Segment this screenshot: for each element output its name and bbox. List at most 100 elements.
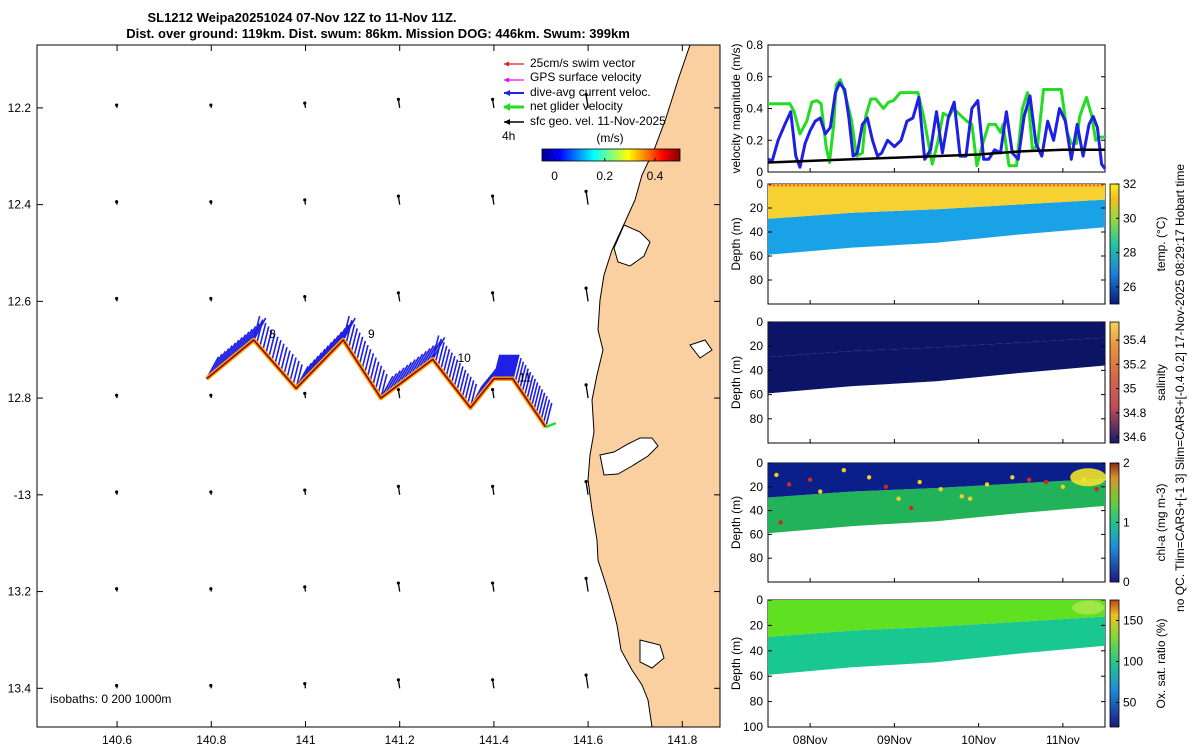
temperature-section: 0 20 40 60 80 Depth (m) 26 28 30 32 temp. (°C) — [729, 177, 1168, 305]
current-vector — [516, 361, 525, 386]
estuary — [613, 224, 651, 267]
title-line-1: SL1212 Weipa20251024 07-Nov 12Z to 11-No… — [147, 10, 456, 25]
current-vector — [292, 360, 300, 386]
speed-colorbar-tick: 0.4 — [647, 169, 664, 183]
chlorophyll-sample — [1043, 479, 1049, 485]
chlorophyll-sample — [807, 477, 813, 482]
current-vector — [495, 354, 504, 379]
section-y-tick: 40 — [750, 644, 764, 658]
velocity-y-tick: 0 — [756, 165, 763, 179]
speed-colorbar — [541, 148, 681, 162]
section-colorbar-label: salinity — [1154, 364, 1168, 401]
current-vector — [377, 369, 385, 395]
track-map: 8 9 10 11 140.6 140.8 141 141.2 141.4 141.6 141.8… — [8, 44, 721, 747]
time-tick-label: 11Nov — [1046, 733, 1080, 747]
map-y-tick-label: 12.6 — [8, 294, 32, 308]
svg-text:dive-avg current veloc.: dive-avg current veloc. — [530, 85, 651, 99]
section-upper-layer — [768, 322, 1105, 358]
current-vector — [464, 376, 472, 402]
section-y-tick: 0 — [756, 315, 763, 329]
section-colorbar-tick: 35.2 — [1123, 357, 1147, 371]
section-y-tick: 100 — [743, 720, 763, 734]
current-vector — [355, 336, 364, 361]
current-vector — [271, 336, 279, 361]
day-label: 8 — [269, 327, 276, 341]
map-legend: 25cm/s swim vector GPS surface velocity … — [502, 56, 681, 183]
surface-velocity-arrow — [585, 191, 589, 205]
current-vector — [255, 319, 264, 344]
chlorophyll-sample — [778, 520, 783, 525]
map-x-tick-label: 141 — [295, 733, 315, 747]
current-vector — [461, 373, 470, 398]
current-vector — [280, 346, 288, 372]
chlorophyll-sample — [1060, 484, 1066, 489]
section-y-tick: 80 — [750, 551, 764, 565]
time-tick-label: 08Nov — [793, 733, 828, 747]
current-vector — [358, 340, 367, 366]
current-vector — [533, 385, 541, 411]
section-upper-layer — [768, 463, 1105, 498]
legend-gps-velocity: GPS surface velocity — [504, 70, 641, 84]
chlorophyll-sample — [866, 475, 872, 480]
day-labels: 8 9 10 11 — [269, 327, 531, 385]
day-label: 9 — [368, 327, 375, 341]
estuary-4 — [689, 339, 713, 359]
legend-sfc-geo-velocity: sfc geo. vel. 11-Nov-2025 — [504, 114, 666, 128]
surface-velocity-arrow — [585, 674, 589, 689]
section-colorbar-tick: 34.8 — [1123, 406, 1147, 420]
current-vector — [286, 353, 294, 379]
map-x-tick-label: 140.8 — [196, 733, 226, 747]
current-vector — [542, 399, 551, 424]
legend-dive-avg-current: dive-avg current veloc. — [504, 85, 651, 99]
current-vector — [380, 373, 388, 399]
section-lower-layer — [768, 616, 1105, 675]
swim-vectors — [205, 315, 553, 428]
chlorophyll-sample — [959, 494, 964, 499]
current-vector — [544, 402, 553, 428]
section-colorbar-tick: 50 — [1123, 695, 1137, 709]
current-vector — [277, 343, 285, 368]
side-annotation: no QC. Tlim=CARS+[-1 3] Slim=CARS+[-0.4 … — [1173, 164, 1187, 612]
section-colorbar-tick: 35 — [1123, 382, 1137, 396]
section-y-tick: 60 — [750, 669, 764, 683]
current-vector — [274, 340, 282, 365]
time-tick-label: 10Nov — [961, 733, 996, 747]
section-colorbar-tick: 150 — [1123, 613, 1143, 627]
track-line-inner — [206, 339, 547, 428]
day-label: 10 — [458, 351, 472, 365]
chlorophyll-sample — [786, 482, 792, 487]
section-upper-layer — [768, 600, 1105, 637]
section-colorbar-label: chl-a (mg m-3) — [1154, 483, 1168, 561]
section-y-tick: 60 — [750, 388, 764, 402]
section-colorbar-label: Ox. sat. ratio (%) — [1154, 618, 1168, 708]
current-vector — [439, 345, 448, 370]
current-vector — [509, 354, 517, 379]
time-tick-label: 09Nov — [877, 733, 912, 747]
section-y-tick: 80 — [750, 412, 764, 426]
current-vector — [442, 349, 451, 374]
section-y-label: Depth (m) — [729, 496, 743, 549]
current-vector — [361, 344, 369, 370]
current-vector — [535, 389, 544, 414]
current-vector — [519, 364, 527, 390]
map-x-tick-label: 141.6 — [573, 733, 603, 747]
velocity-y-tick: 0.2 — [746, 133, 763, 147]
section-y-tick: 0 — [756, 456, 763, 470]
map-x-tick-label: 141.8 — [667, 733, 697, 747]
current-vector — [528, 378, 537, 404]
current-vector — [499, 354, 508, 379]
velocity-y-tick: 0.4 — [746, 102, 763, 116]
current-vector — [252, 315, 261, 341]
chlorophyll-sample — [818, 489, 823, 494]
chlorophyll-sample — [938, 486, 943, 492]
chlorophyll-sample — [1010, 475, 1015, 480]
section-y-tick: 40 — [750, 363, 764, 377]
chlorophyll-sample — [896, 496, 901, 501]
current-vector — [502, 354, 511, 379]
surface-velocity-arrow — [585, 288, 589, 302]
section-upper-layer — [768, 184, 1105, 219]
velocity-arrow-grid — [115, 93, 589, 689]
section-lower-layer — [768, 337, 1105, 394]
